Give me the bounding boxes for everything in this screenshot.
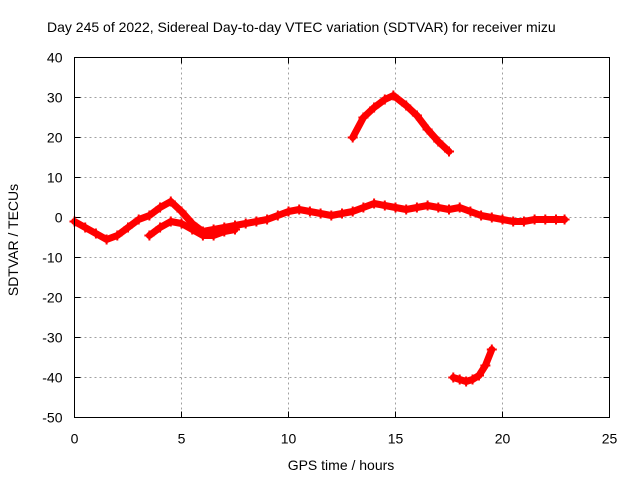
y-tick-label: -10 <box>42 250 62 266</box>
data-point <box>476 210 487 221</box>
data-point <box>326 210 337 221</box>
data-point <box>144 210 155 221</box>
data-point <box>480 360 491 371</box>
data-point <box>379 94 390 105</box>
y-tick-label: -30 <box>42 330 62 346</box>
x-axis-label: GPS time / hours <box>288 457 395 473</box>
x-tick-label: 25 <box>602 431 618 447</box>
data-point <box>444 204 454 215</box>
data-point <box>230 224 240 235</box>
data-point <box>411 202 422 213</box>
data-point <box>518 216 529 227</box>
data-point <box>294 204 305 215</box>
data-point <box>347 132 358 143</box>
grid-lines <box>74 57 610 418</box>
data-point <box>497 214 508 225</box>
x-tick-labels: 0 5 10 15 20 25 <box>71 431 618 447</box>
data-point <box>454 202 465 213</box>
data-point <box>144 230 155 241</box>
data-point <box>465 206 476 217</box>
data-point <box>401 204 412 215</box>
data-point <box>240 218 251 229</box>
data-point <box>283 206 294 217</box>
y-tick-labels: -50 -40 -30 -20 -10 0 10 20 30 40 <box>42 50 62 426</box>
data-point <box>486 344 497 355</box>
x-tick-label: 5 <box>178 431 186 447</box>
data-series <box>69 90 570 387</box>
x-tick-label: 20 <box>495 431 511 447</box>
series-lower-arc <box>448 344 497 387</box>
data-point <box>358 112 369 123</box>
series-main-band <box>69 196 570 245</box>
data-point <box>551 214 561 225</box>
data-point <box>165 216 176 227</box>
data-point <box>304 206 315 217</box>
data-point <box>559 214 570 225</box>
x-tick-label: 15 <box>388 431 404 447</box>
data-point <box>80 222 91 233</box>
y-tick-label: 0 <box>55 210 63 226</box>
data-point <box>112 230 123 241</box>
data-point <box>101 234 112 245</box>
data-point <box>208 230 219 241</box>
data-point <box>358 202 369 213</box>
data-point <box>155 222 166 233</box>
data-point <box>390 202 401 213</box>
data-point <box>369 102 380 113</box>
data-point <box>433 136 444 147</box>
data-point <box>262 214 273 225</box>
data-point <box>444 146 454 157</box>
data-point <box>422 200 433 211</box>
data-point <box>155 202 166 213</box>
tick-marks <box>74 57 610 418</box>
data-point <box>251 216 262 227</box>
x-tick-label: 10 <box>281 431 297 447</box>
data-point <box>315 208 326 219</box>
series-line <box>349 92 453 155</box>
data-point <box>123 222 133 233</box>
data-point <box>454 374 465 385</box>
data-point <box>90 228 101 239</box>
y-tick-label: 30 <box>47 90 63 106</box>
data-point <box>388 90 399 101</box>
data-point <box>347 206 358 217</box>
y-tick-label: 20 <box>47 130 63 146</box>
data-point <box>369 198 380 209</box>
data-point <box>540 214 551 225</box>
data-point <box>401 100 412 111</box>
data-point <box>467 374 478 385</box>
data-point <box>448 372 459 383</box>
data-point <box>197 230 208 241</box>
data-point <box>461 376 472 387</box>
data-point <box>486 212 497 223</box>
data-point <box>529 214 540 225</box>
y-axis-label: SDTVAR / TECUs <box>5 184 21 296</box>
series-lower-band <box>144 216 240 241</box>
data-point <box>165 196 176 207</box>
x-tick-label: 0 <box>71 431 79 447</box>
data-point <box>176 206 187 217</box>
data-point <box>379 200 390 211</box>
y-tick-label: -40 <box>42 370 62 386</box>
y-tick-label: 40 <box>47 50 63 66</box>
data-point <box>422 124 433 135</box>
chart-title: Day 245 of 2022, Sidereal Day-to-day VTE… <box>47 19 556 35</box>
y-tick-label: -20 <box>42 290 62 306</box>
data-point <box>508 216 519 227</box>
data-point <box>272 210 283 221</box>
y-tick-label: 10 <box>47 170 63 186</box>
series-upper-arc <box>347 90 454 157</box>
data-point <box>337 208 347 219</box>
data-point <box>411 110 422 121</box>
data-point <box>433 202 444 213</box>
plot-frame <box>74 57 610 418</box>
data-point <box>176 218 187 229</box>
data-point <box>219 226 230 237</box>
y-tick-label: -50 <box>42 410 62 426</box>
data-point <box>187 224 198 235</box>
data-point <box>133 214 144 225</box>
data-point <box>473 370 484 381</box>
